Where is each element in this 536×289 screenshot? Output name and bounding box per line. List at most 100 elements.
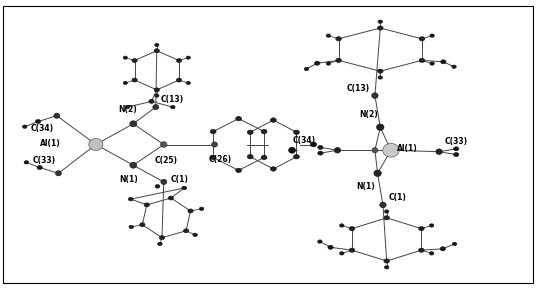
Ellipse shape bbox=[339, 252, 344, 255]
Ellipse shape bbox=[212, 142, 218, 147]
Ellipse shape bbox=[35, 119, 41, 123]
Ellipse shape bbox=[199, 207, 204, 210]
Text: Al(1): Al(1) bbox=[40, 138, 61, 148]
Ellipse shape bbox=[376, 124, 384, 130]
Ellipse shape bbox=[294, 130, 300, 134]
Ellipse shape bbox=[384, 210, 389, 213]
Ellipse shape bbox=[378, 76, 383, 79]
Ellipse shape bbox=[453, 147, 459, 151]
Ellipse shape bbox=[158, 242, 162, 246]
Ellipse shape bbox=[182, 186, 187, 190]
Ellipse shape bbox=[336, 58, 341, 62]
Ellipse shape bbox=[140, 223, 145, 227]
Ellipse shape bbox=[383, 143, 399, 157]
Ellipse shape bbox=[128, 197, 133, 201]
Text: N(2): N(2) bbox=[359, 110, 377, 118]
Ellipse shape bbox=[310, 142, 317, 147]
Text: C(34): C(34) bbox=[293, 136, 316, 144]
Text: C(13): C(13) bbox=[161, 95, 184, 104]
Text: N(1): N(1) bbox=[356, 182, 375, 191]
Ellipse shape bbox=[452, 65, 456, 68]
Ellipse shape bbox=[155, 94, 159, 97]
Ellipse shape bbox=[261, 129, 267, 134]
Ellipse shape bbox=[210, 129, 216, 134]
Ellipse shape bbox=[334, 147, 341, 153]
Ellipse shape bbox=[56, 171, 62, 176]
Ellipse shape bbox=[161, 142, 167, 147]
Ellipse shape bbox=[318, 151, 323, 155]
Ellipse shape bbox=[130, 121, 137, 127]
Ellipse shape bbox=[349, 227, 355, 231]
Ellipse shape bbox=[123, 56, 128, 59]
Text: N(1): N(1) bbox=[120, 175, 138, 184]
Ellipse shape bbox=[304, 67, 309, 71]
Ellipse shape bbox=[261, 155, 267, 160]
Ellipse shape bbox=[270, 118, 276, 122]
Ellipse shape bbox=[371, 93, 378, 99]
Text: Al(1): Al(1) bbox=[397, 144, 418, 153]
Ellipse shape bbox=[288, 147, 295, 153]
Ellipse shape bbox=[176, 58, 182, 62]
Ellipse shape bbox=[377, 69, 383, 73]
Text: C(33): C(33) bbox=[444, 137, 467, 146]
Ellipse shape bbox=[378, 20, 383, 23]
Ellipse shape bbox=[125, 105, 130, 109]
Ellipse shape bbox=[144, 203, 150, 207]
Ellipse shape bbox=[453, 153, 459, 157]
Text: C(26): C(26) bbox=[209, 155, 232, 164]
Ellipse shape bbox=[419, 227, 424, 231]
Ellipse shape bbox=[23, 125, 27, 128]
Text: C(34): C(34) bbox=[31, 124, 54, 133]
Text: C(1): C(1) bbox=[170, 175, 188, 184]
Ellipse shape bbox=[183, 229, 189, 233]
Ellipse shape bbox=[153, 105, 159, 110]
Text: C(33): C(33) bbox=[33, 156, 56, 165]
Ellipse shape bbox=[89, 138, 103, 151]
Ellipse shape bbox=[452, 242, 457, 246]
Ellipse shape bbox=[430, 62, 434, 65]
Ellipse shape bbox=[247, 155, 253, 159]
Ellipse shape bbox=[186, 81, 190, 85]
Ellipse shape bbox=[236, 116, 242, 121]
Ellipse shape bbox=[129, 225, 133, 229]
Ellipse shape bbox=[384, 259, 390, 263]
Ellipse shape bbox=[236, 168, 242, 173]
Ellipse shape bbox=[247, 130, 253, 134]
Ellipse shape bbox=[186, 56, 190, 59]
Ellipse shape bbox=[154, 88, 160, 92]
Ellipse shape bbox=[430, 34, 434, 37]
Ellipse shape bbox=[210, 155, 216, 160]
Ellipse shape bbox=[132, 78, 137, 82]
Ellipse shape bbox=[54, 113, 60, 118]
Ellipse shape bbox=[336, 37, 341, 41]
Ellipse shape bbox=[377, 26, 383, 30]
Ellipse shape bbox=[318, 240, 322, 243]
Ellipse shape bbox=[326, 62, 331, 65]
Ellipse shape bbox=[339, 224, 344, 227]
Ellipse shape bbox=[270, 167, 276, 171]
Ellipse shape bbox=[168, 196, 174, 200]
Ellipse shape bbox=[379, 202, 386, 208]
Ellipse shape bbox=[419, 248, 424, 252]
Ellipse shape bbox=[155, 43, 159, 47]
Ellipse shape bbox=[154, 49, 160, 53]
Ellipse shape bbox=[440, 247, 445, 251]
Ellipse shape bbox=[149, 99, 154, 103]
Ellipse shape bbox=[159, 236, 165, 240]
Ellipse shape bbox=[193, 233, 197, 237]
Ellipse shape bbox=[429, 252, 434, 255]
Ellipse shape bbox=[294, 155, 300, 159]
Ellipse shape bbox=[384, 266, 389, 269]
Ellipse shape bbox=[130, 162, 137, 168]
Ellipse shape bbox=[328, 245, 333, 249]
Text: C(1): C(1) bbox=[388, 193, 406, 202]
Ellipse shape bbox=[429, 224, 434, 227]
Ellipse shape bbox=[123, 81, 128, 85]
Ellipse shape bbox=[349, 248, 355, 252]
Ellipse shape bbox=[441, 60, 446, 64]
Ellipse shape bbox=[318, 145, 323, 149]
Ellipse shape bbox=[372, 148, 378, 153]
Text: C(13): C(13) bbox=[346, 84, 370, 93]
Text: N(2): N(2) bbox=[118, 105, 137, 114]
Ellipse shape bbox=[374, 170, 381, 177]
